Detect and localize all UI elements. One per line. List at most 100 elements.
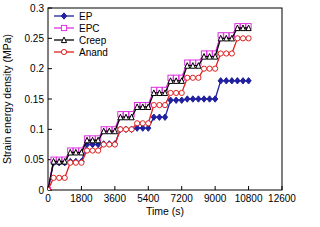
point — [123, 114, 128, 120]
point — [129, 114, 134, 120]
point — [213, 54, 218, 60]
x-tick — [81, 186, 82, 190]
x-tick — [181, 186, 182, 190]
series-line — [48, 81, 249, 190]
point — [96, 137, 101, 143]
point — [68, 160, 73, 165]
point — [107, 142, 112, 147]
point — [179, 78, 184, 84]
y-tick — [48, 38, 52, 39]
point — [135, 121, 140, 126]
point — [190, 75, 195, 80]
point — [107, 141, 112, 147]
point — [190, 96, 195, 102]
point — [246, 25, 251, 31]
point — [174, 97, 179, 103]
point — [174, 90, 179, 95]
plot-area — [48, 24, 251, 190]
point — [235, 78, 240, 84]
point — [112, 142, 117, 147]
point — [229, 78, 234, 84]
point — [157, 90, 162, 96]
x-tick — [114, 186, 115, 190]
x-tick-label: 7200 — [171, 193, 194, 204]
point — [162, 102, 167, 107]
x-tick-label: 9000 — [204, 193, 227, 204]
x-tick-label: 3600 — [104, 193, 127, 204]
y-tick-label: 0.2 — [30, 63, 44, 74]
legend-label: EPC — [79, 23, 100, 34]
point — [224, 51, 229, 56]
point — [48, 187, 51, 190]
legend-label: EP — [79, 11, 93, 22]
point — [185, 63, 190, 69]
point — [201, 96, 206, 102]
point — [151, 102, 156, 107]
point — [84, 148, 89, 153]
point — [101, 142, 106, 147]
point — [151, 114, 156, 120]
y-tick — [48, 99, 52, 100]
point — [112, 128, 117, 134]
x-tick — [248, 186, 249, 190]
point — [146, 104, 151, 110]
y-axis-label: Strain energy density (MPa) — [1, 34, 13, 164]
point — [73, 149, 78, 155]
x-axis-label: Time (s) — [146, 205, 184, 217]
point — [51, 175, 56, 180]
point — [135, 104, 140, 110]
point — [62, 175, 67, 180]
point — [185, 75, 190, 80]
point — [73, 160, 78, 165]
point — [118, 127, 123, 132]
point — [162, 90, 167, 96]
point — [123, 126, 128, 132]
point — [57, 175, 62, 180]
point — [240, 78, 245, 84]
legend-marker — [61, 25, 66, 30]
point — [240, 36, 245, 41]
point — [218, 35, 223, 41]
point — [196, 63, 201, 69]
point — [62, 158, 67, 164]
point — [201, 66, 206, 71]
x-tick-label: 0 — [45, 193, 51, 204]
point — [157, 102, 162, 107]
point — [68, 149, 73, 155]
legend-marker — [61, 37, 66, 43]
point — [168, 78, 173, 84]
legend-label: Creep — [79, 35, 107, 46]
point — [190, 63, 195, 69]
point — [146, 121, 151, 126]
legend-marker — [61, 49, 66, 54]
point — [224, 78, 229, 84]
point — [213, 66, 218, 71]
x-tick — [215, 186, 216, 190]
point — [96, 148, 101, 153]
point — [179, 90, 184, 95]
point — [84, 137, 89, 143]
legend-marker — [61, 13, 66, 19]
point — [207, 96, 212, 102]
point — [101, 141, 106, 147]
point — [79, 160, 84, 165]
y-tick-label: 0.25 — [25, 33, 45, 44]
point — [218, 78, 223, 84]
point — [218, 51, 223, 56]
point — [157, 114, 162, 120]
y-tick-label: 0.15 — [25, 94, 45, 105]
y-tick-label: 0.05 — [25, 154, 45, 165]
legend-label: Anand — [79, 47, 108, 58]
point — [68, 158, 73, 164]
point — [112, 141, 117, 147]
x-tick-label: 1800 — [70, 193, 93, 204]
point — [73, 158, 78, 164]
point — [140, 104, 145, 110]
point — [101, 128, 106, 134]
x-tick — [148, 186, 149, 190]
point — [168, 90, 173, 95]
point — [129, 126, 134, 132]
point — [246, 36, 251, 41]
legend: EPEPCCreepAnand — [54, 11, 108, 58]
point — [51, 158, 56, 164]
